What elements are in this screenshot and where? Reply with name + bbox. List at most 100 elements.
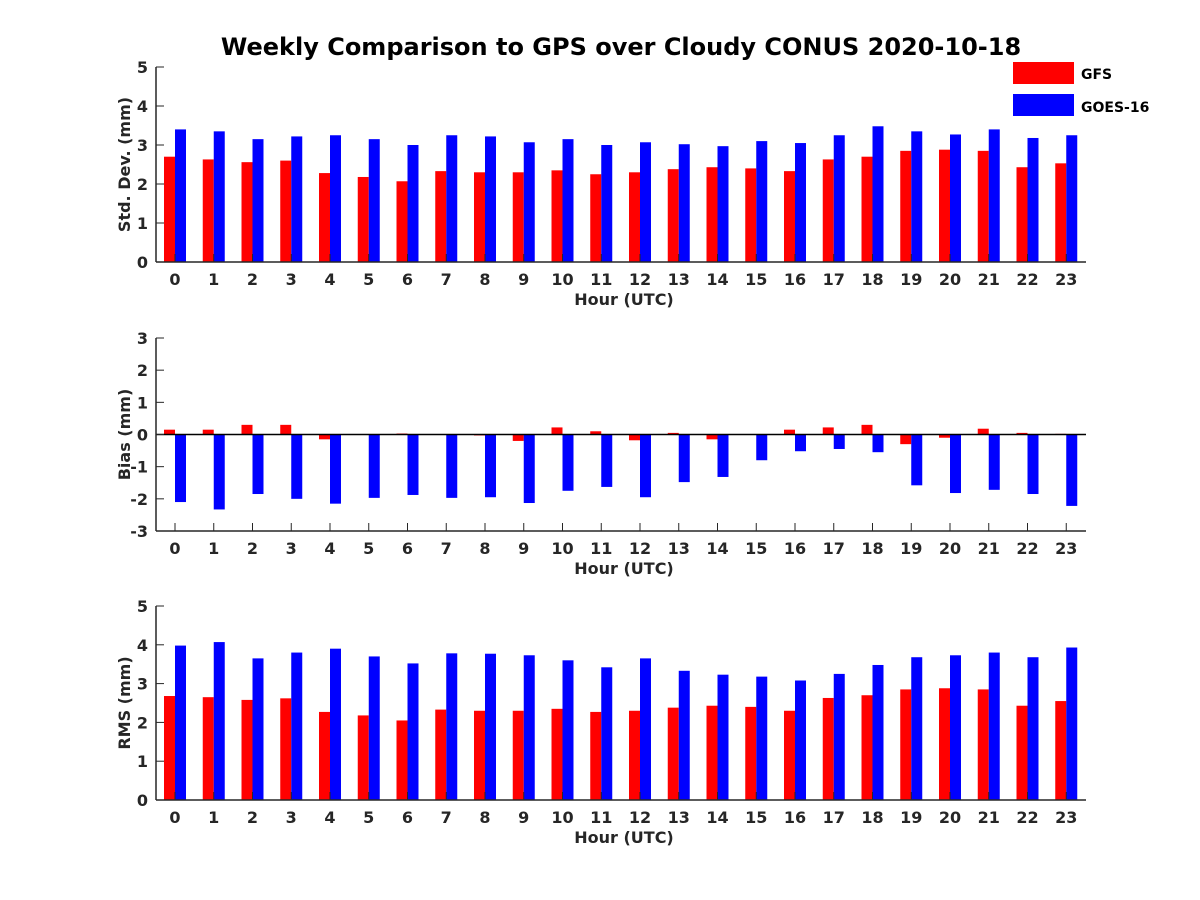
- std-dev-bar-gfs-4: [319, 173, 330, 262]
- legend-label-goes16: GOES-16: [1081, 100, 1149, 116]
- bias-xtick-label: 5: [363, 539, 374, 558]
- bias-bar-goes16-3: [291, 434, 303, 499]
- std-dev-bar-goes16-17: [833, 135, 845, 262]
- bias-xtick-label: 16: [784, 539, 806, 558]
- rms-bar-goes16-18: [872, 664, 884, 800]
- bias-bar-goes16-14: [717, 434, 729, 477]
- bias-bar-goes16-10: [562, 434, 574, 491]
- bias-xtick-label: 11: [590, 539, 612, 558]
- rms-bar-gfs-5: [357, 715, 369, 800]
- rms-bar-gfs-10: [551, 708, 563, 800]
- std-dev-bar-gfs-11: [590, 174, 602, 262]
- std-dev-bar-goes16-12: [640, 142, 651, 262]
- std-dev-xtick-label: 18: [861, 270, 883, 289]
- rms-bar-gfs-6: [396, 720, 408, 800]
- rms-xtick-label: 6: [402, 808, 413, 827]
- std-dev-xtick-label: 21: [978, 270, 1000, 289]
- rms-bar-gfs-17: [822, 697, 834, 800]
- bias-bar-gfs-1: [202, 429, 214, 435]
- bias-bar-goes16-8: [485, 434, 496, 498]
- std-dev-bar-goes16-23: [1066, 135, 1078, 262]
- std-dev-ytick-label: 0: [137, 253, 148, 272]
- bias-bar-goes16-11: [601, 434, 613, 487]
- rms-bar-gfs-16: [784, 710, 795, 800]
- rms-bar-goes16-11: [601, 667, 613, 800]
- bias-ytick-label: 0: [137, 426, 148, 445]
- rms-bar-gfs-1: [202, 697, 214, 800]
- bias-xtick-label: 3: [286, 539, 297, 558]
- rms-ytick-label: 3: [137, 675, 148, 694]
- std-dev-xtick-label: 23: [1055, 270, 1077, 289]
- bias-bar-goes16-16: [795, 434, 806, 452]
- bias-bar-goes16-9: [523, 434, 535, 504]
- std-dev-xtick-label: 15: [745, 270, 767, 289]
- bias-bar-goes16-23: [1066, 434, 1078, 506]
- rms-xtick-label: 21: [978, 808, 1000, 827]
- std-dev-bar-goes16-19: [911, 131, 923, 262]
- rms-bar-goes16-6: [407, 663, 419, 800]
- bias-xtick-label: 18: [861, 539, 883, 558]
- rms-bar-goes16-4: [330, 648, 341, 800]
- std-dev-bar-gfs-6: [396, 181, 408, 262]
- rms-ytick-label: 2: [137, 713, 148, 732]
- bias-bar-goes16-6: [407, 434, 419, 495]
- legend: GFS GOES-16: [1013, 62, 1149, 116]
- std-dev-bar-gfs-9: [512, 172, 524, 262]
- std-dev-bar-gfs-21: [977, 150, 989, 262]
- bias-bar-goes16-12: [640, 434, 651, 498]
- rms-bar-gfs-20: [939, 688, 950, 800]
- std-dev-bar-goes16-4: [330, 135, 341, 262]
- std-dev-ytick-label: 4: [137, 97, 148, 116]
- std-dev-xtick-label: 9: [518, 270, 529, 289]
- std-dev-ytick-label: 5: [137, 58, 148, 77]
- bias-bar-goes16-20: [950, 434, 961, 494]
- bias-xtick-label: 7: [441, 539, 452, 558]
- bias-bar-gfs-12: [629, 434, 640, 441]
- std-dev-xtick-label: 12: [629, 270, 651, 289]
- std-dev-bar-gfs-5: [357, 176, 369, 262]
- legend-label-gfs: GFS: [1081, 67, 1112, 83]
- std-dev-bar-goes16-10: [562, 139, 574, 262]
- std-dev-bar-goes16-13: [678, 144, 690, 262]
- rms-bar-gfs-19: [900, 689, 912, 800]
- bias-xtick-label: 23: [1055, 539, 1077, 558]
- rms-bar-gfs-21: [977, 689, 989, 800]
- bias-bar-gfs-11: [590, 431, 602, 435]
- rms-bar-gfs-12: [629, 710, 640, 800]
- rms-bar-gfs-18: [861, 695, 873, 800]
- rms-ytick-label: 0: [137, 791, 148, 810]
- bias-bar-goes16-0: [175, 434, 186, 503]
- std-dev-xtick-label: 4: [324, 270, 335, 289]
- bias-bar-goes16-22: [1027, 434, 1039, 495]
- rms-bar-goes16-12: [640, 658, 651, 800]
- rms-xtick-label: 22: [1016, 808, 1038, 827]
- std-dev-bar-goes16-14: [717, 146, 729, 262]
- rms-bar-goes16-16: [795, 680, 806, 800]
- bias-xtick-label: 1: [208, 539, 219, 558]
- bias-bar-gfs-3: [280, 424, 292, 435]
- bias-xtick-label: 21: [978, 539, 1000, 558]
- bias-bar-gfs-18: [861, 424, 873, 435]
- bias-bar-gfs-16: [784, 429, 795, 435]
- legend-swatch-goes16: [1013, 94, 1074, 116]
- bias-bar-gfs-4: [319, 434, 330, 440]
- std-dev-xtick-label: 1: [208, 270, 219, 289]
- rms-bar-goes16-21: [988, 652, 1000, 800]
- rms-bar-gfs-22: [1016, 705, 1028, 800]
- bias-ytick-label: 2: [137, 361, 148, 380]
- rms-xtick-label: 16: [784, 808, 806, 827]
- rms-bar-goes16-2: [252, 658, 264, 800]
- bias-bar-gfs-13: [667, 432, 679, 435]
- rms-xtick-label: 3: [286, 808, 297, 827]
- rms-bar-goes16-17: [833, 673, 845, 800]
- std-dev-bar-goes16-6: [407, 145, 419, 262]
- std-dev-xtick-label: 13: [668, 270, 690, 289]
- bias-bar-gfs-2: [241, 424, 253, 435]
- rms-xtick-label: 9: [518, 808, 529, 827]
- bias-xtick-label: 22: [1016, 539, 1038, 558]
- std-dev-bar-goes16-20: [950, 134, 961, 262]
- chart-title: Weekly Comparison to GPS over Cloudy CON…: [221, 33, 1021, 61]
